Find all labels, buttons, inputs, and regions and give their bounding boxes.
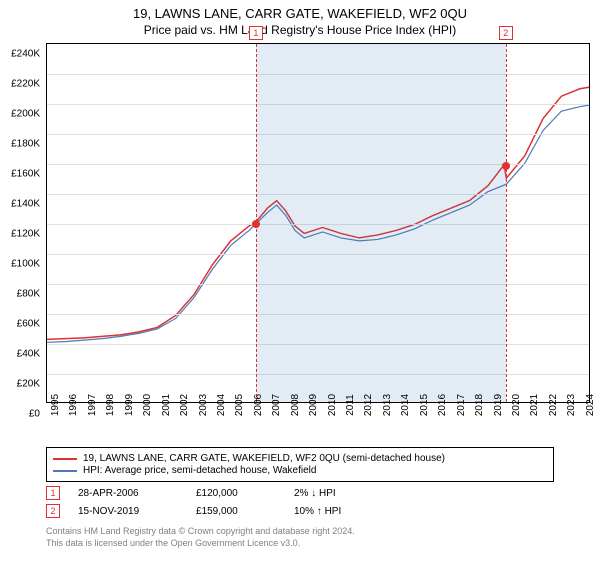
x-tick-label: 2005 bbox=[234, 394, 245, 416]
x-tick-label: 2009 bbox=[308, 394, 319, 416]
x-tick-label: 2018 bbox=[474, 394, 485, 416]
y-tick-label: £40K bbox=[17, 349, 40, 360]
sale-marker-icon: 2 bbox=[46, 504, 60, 518]
x-tick-label: 2004 bbox=[216, 394, 227, 416]
legend: 19, LAWNS LANE, CARR GATE, WAKEFIELD, WF… bbox=[46, 447, 554, 482]
sale-price: £120,000 bbox=[196, 488, 276, 499]
legend-swatch bbox=[53, 470, 77, 472]
x-tick-label: 2020 bbox=[511, 394, 522, 416]
y-tick-label: £20K bbox=[17, 379, 40, 390]
y-tick-label: £0 bbox=[29, 409, 40, 420]
x-tick-label: 2003 bbox=[198, 394, 209, 416]
x-tick-label: 2024 bbox=[585, 394, 596, 416]
shaded-region bbox=[256, 44, 506, 402]
footer-line: This data is licensed under the Open Gov… bbox=[46, 538, 554, 550]
x-tick-label: 2019 bbox=[493, 394, 504, 416]
x-tick-label: 2021 bbox=[529, 394, 540, 416]
sale-row: 2 15-NOV-2019 £159,000 10% ↑ HPI bbox=[46, 504, 554, 518]
attribution: Contains HM Land Registry data © Crown c… bbox=[46, 526, 554, 549]
y-tick-label: £80K bbox=[17, 289, 40, 300]
x-tick-label: 1996 bbox=[68, 394, 79, 416]
x-tick-label: 2012 bbox=[363, 394, 374, 416]
x-axis-labels: 1995199619971998199920002001200220032004… bbox=[46, 403, 590, 439]
footer-line: Contains HM Land Registry data © Crown c… bbox=[46, 526, 554, 538]
x-tick-label: 2010 bbox=[327, 394, 338, 416]
sale-marker-icon: 1 bbox=[46, 486, 60, 500]
sale-marker-icon: 2 bbox=[499, 26, 513, 40]
sale-marker-icon: 1 bbox=[249, 26, 263, 40]
y-tick-label: £200K bbox=[11, 109, 40, 120]
sale-delta: 10% ↑ HPI bbox=[294, 506, 341, 517]
y-tick-label: £120K bbox=[11, 229, 40, 240]
x-tick-label: 1997 bbox=[87, 394, 98, 416]
chart-container: 19, LAWNS LANE, CARR GATE, WAKEFIELD, WF… bbox=[0, 6, 600, 566]
x-tick-label: 2001 bbox=[161, 394, 172, 416]
x-tick-label: 1995 bbox=[50, 394, 61, 416]
x-tick-label: 2023 bbox=[566, 394, 577, 416]
sale-price: £159,000 bbox=[196, 506, 276, 517]
x-tick-label: 1998 bbox=[105, 394, 116, 416]
sale-row: 1 28-APR-2006 £120,000 2% ↓ HPI bbox=[46, 486, 554, 500]
plot-area: 12 bbox=[46, 43, 590, 403]
sale-marker-dot bbox=[252, 220, 260, 228]
legend-label: HPI: Average price, semi-detached house,… bbox=[83, 465, 316, 476]
x-tick-label: 2007 bbox=[271, 394, 282, 416]
x-tick-label: 2017 bbox=[456, 394, 467, 416]
y-tick-label: £180K bbox=[11, 139, 40, 150]
y-tick-label: £240K bbox=[11, 49, 40, 60]
sale-delta: 2% ↓ HPI bbox=[294, 488, 336, 499]
chart-title: 19, LAWNS LANE, CARR GATE, WAKEFIELD, WF… bbox=[0, 6, 600, 21]
y-tick-label: £60K bbox=[17, 319, 40, 330]
y-tick-label: £100K bbox=[11, 259, 40, 270]
sale-vline bbox=[506, 44, 507, 402]
x-tick-label: 2016 bbox=[437, 394, 448, 416]
x-tick-label: 2006 bbox=[253, 394, 264, 416]
y-axis-labels: £0£20K£40K£60K£80K£100K£120K£140K£160K£1… bbox=[0, 54, 44, 414]
sale-date: 15-NOV-2019 bbox=[78, 506, 178, 517]
legend-label: 19, LAWNS LANE, CARR GATE, WAKEFIELD, WF… bbox=[83, 453, 445, 464]
y-tick-label: £160K bbox=[11, 169, 40, 180]
y-tick-label: £220K bbox=[11, 79, 40, 90]
legend-swatch bbox=[53, 458, 77, 460]
x-tick-label: 2008 bbox=[290, 394, 301, 416]
legend-item: 19, LAWNS LANE, CARR GATE, WAKEFIELD, WF… bbox=[53, 453, 547, 464]
y-tick-label: £140K bbox=[11, 199, 40, 210]
x-tick-label: 2014 bbox=[400, 394, 411, 416]
legend-item: HPI: Average price, semi-detached house,… bbox=[53, 465, 547, 476]
x-tick-label: 2002 bbox=[179, 394, 190, 416]
x-tick-label: 2013 bbox=[382, 394, 393, 416]
x-tick-label: 2015 bbox=[419, 394, 430, 416]
sale-marker-dot bbox=[502, 162, 510, 170]
x-tick-label: 1999 bbox=[124, 394, 135, 416]
x-tick-label: 2022 bbox=[548, 394, 559, 416]
x-tick-label: 2011 bbox=[345, 394, 356, 416]
x-tick-label: 2000 bbox=[142, 394, 153, 416]
sale-date: 28-APR-2006 bbox=[78, 488, 178, 499]
